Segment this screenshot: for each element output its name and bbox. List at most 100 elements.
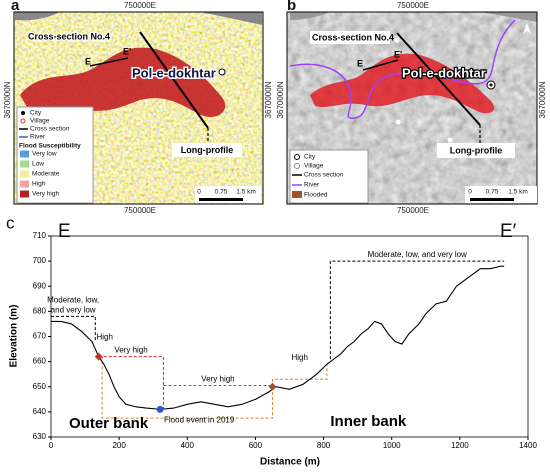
long-profile-label: Long-profile [450, 145, 503, 155]
legend-label: Village [304, 163, 324, 170]
zone-label: Very high [114, 346, 147, 355]
zone-label: Moderate, low, and very low [368, 250, 467, 259]
map-frame [13, 11, 264, 205]
y-tick-label: 700 [33, 256, 47, 265]
x-tick-label: 600 [249, 441, 263, 450]
northing-label: 3670000N [3, 81, 12, 118]
zone-label: High [291, 353, 307, 362]
flooded-symbol [292, 191, 302, 198]
x-tick-label: 800 [317, 441, 331, 450]
y-axis-title: Elevation (m) [9, 305, 20, 368]
x-tick-label: 1400 [519, 441, 537, 450]
city-symbol [294, 154, 300, 160]
legend-label: Very high [32, 191, 59, 198]
cross-section-line [139, 31, 209, 129]
profile-chart: c E E′ Distance (m) Elevation (m) 630 640… [6, 213, 537, 467]
scale-label: 0 [468, 189, 472, 196]
legend-label: Low [32, 161, 44, 168]
e-label: E [357, 58, 363, 68]
northing-label: 3670000N [264, 81, 273, 118]
flood-zone [20, 47, 226, 117]
marker [268, 382, 277, 391]
easting-label: 750000E [397, 206, 429, 215]
panel-label: c [6, 213, 15, 232]
end-label: E′ [500, 221, 517, 242]
scale-label: 0.75 [215, 189, 228, 196]
scale-bar [470, 198, 514, 201]
city-symbol [21, 111, 25, 115]
north-arrow [523, 23, 531, 34]
y-tick-label: 670 [33, 332, 47, 341]
marker [156, 405, 164, 413]
town-label: Pol-e-dokhtar [402, 65, 486, 80]
easting-label: 750000E [124, 206, 156, 215]
x-tick-label: 400 [181, 441, 195, 450]
class-swatch [20, 180, 29, 188]
long-profile-label: Long-profile [181, 145, 234, 155]
legend-label: River [304, 182, 320, 189]
zone-label: Moderate, low, [47, 296, 99, 305]
scale-label: 0.75 [486, 189, 499, 196]
label-box [172, 143, 242, 157]
zone-outline [98, 356, 164, 410]
class-swatch [20, 150, 29, 158]
legend-label: Very low [32, 151, 57, 158]
cross-section-label: Cross-section No.4 [28, 31, 110, 41]
cloud-mask [290, 12, 537, 22]
legend-label: Moderate [32, 171, 60, 178]
e-label: E [85, 56, 91, 66]
northing-label: 3670000N [538, 81, 547, 118]
marker-label: High [96, 333, 112, 342]
village-marker [395, 119, 401, 125]
village-symbol [294, 163, 300, 169]
scale-label: 1.5 km [508, 189, 528, 196]
panel-b: b 750000E 750000E 3670000N 3670000N Cros… [276, 0, 547, 215]
village-symbol [20, 118, 26, 124]
panel-label: a [11, 0, 20, 14]
zone-outline [329, 260, 505, 360]
y-tick-label: 660 [33, 357, 47, 366]
village-marker [447, 137, 453, 143]
easting-label: 750000E [124, 1, 156, 10]
zone-label: and very low [51, 306, 96, 315]
scale-bar [199, 198, 243, 201]
legend-box [289, 149, 369, 204]
zone-outline [271, 364, 328, 387]
y-tick-label: 630 [33, 432, 47, 441]
x-axis-title: Distance (m) [260, 457, 320, 468]
legend: City Village Cross section River Flood S… [16, 106, 94, 204]
y-tick-label: 690 [33, 281, 47, 290]
legend-label: Cross section [30, 126, 70, 133]
village-marker [394, 37, 400, 43]
legend-title: Flood Susceptibility [19, 143, 81, 150]
bank-label: Inner bank [330, 413, 407, 430]
river [289, 19, 516, 119]
y-tick-label: 680 [33, 306, 47, 315]
e-line [362, 59, 399, 71]
legend-label: River [30, 134, 46, 141]
zone-label: Very high [201, 375, 234, 384]
start-label: E [58, 221, 71, 242]
legend-label: City [304, 154, 316, 161]
class-swatch [20, 190, 29, 198]
x-tick-label: 1200 [451, 441, 469, 450]
legend-label: High [32, 181, 46, 188]
map-frame [286, 11, 538, 205]
legend-label: City [30, 110, 42, 117]
x-tick-label: 1000 [383, 441, 401, 450]
x-tick-label: 0 [49, 441, 54, 450]
city-marker [489, 83, 493, 87]
flooded-area [310, 53, 495, 114]
y-tick-label: 640 [33, 407, 47, 416]
marker-label: Flood event in 2019 [164, 415, 235, 424]
e-prime-label: E' [394, 49, 402, 59]
label-box [437, 143, 515, 158]
y-tick-label: 710 [33, 231, 47, 240]
bank-label: Outer bank [69, 415, 149, 432]
class-swatch [20, 170, 29, 178]
profile-line [51, 265, 505, 410]
easting-label: 750000E [397, 1, 429, 10]
scale-label: 1.5 km [236, 189, 256, 196]
legend-label: Flooded [304, 192, 328, 199]
